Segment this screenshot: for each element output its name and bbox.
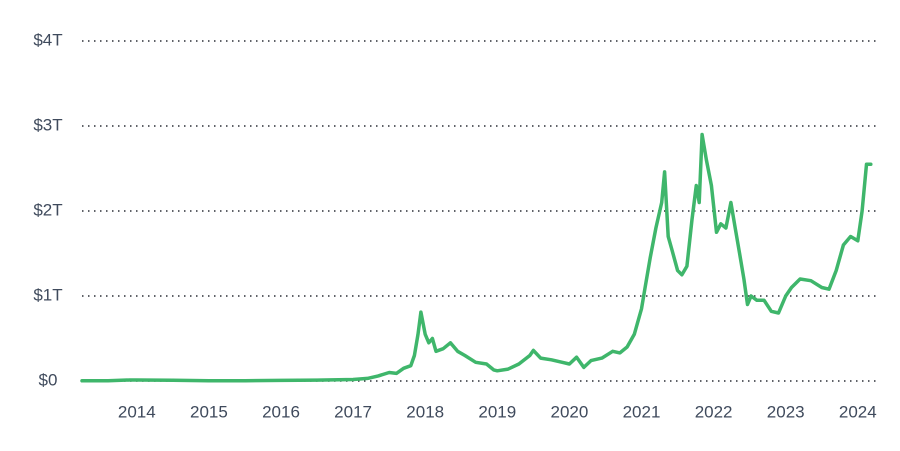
x-tick-label: 2024 — [839, 402, 877, 421]
y-tick-label: $0 — [39, 370, 58, 389]
data-line — [80, 132, 873, 383]
x-tick-label: 2023 — [767, 402, 805, 421]
y-tick-label: $1T — [33, 285, 62, 304]
x-tick-label: 2021 — [623, 402, 661, 421]
x-tick-label: 2018 — [406, 402, 444, 421]
y-tick-label: $2T — [33, 200, 62, 219]
x-tick-label: 2014 — [118, 402, 156, 421]
y-tick-label: $3T — [33, 115, 62, 134]
x-tick-label: 2020 — [550, 402, 588, 421]
x-tick-label: 2017 — [334, 402, 372, 421]
x-tick-label: 2022 — [695, 402, 733, 421]
x-tick-label: 2019 — [478, 402, 516, 421]
y-tick-label: $4T — [33, 30, 62, 49]
x-tick-label: 2016 — [262, 402, 300, 421]
x-tick-label: 2015 — [190, 402, 228, 421]
